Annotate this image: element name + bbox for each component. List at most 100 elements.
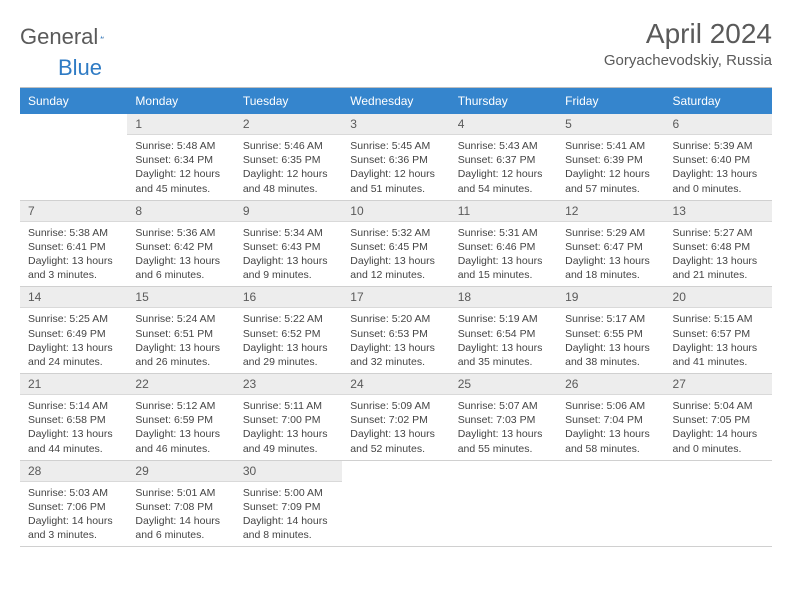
day-number: 6 <box>665 114 772 135</box>
day-number: 15 <box>127 287 234 308</box>
logo-sail-icon <box>100 27 104 47</box>
day-number: 11 <box>450 201 557 222</box>
day-detail: Sunrise: 5:43 AMSunset: 6:37 PMDaylight:… <box>450 135 557 200</box>
calendar-day: 14Sunrise: 5:25 AMSunset: 6:49 PMDayligh… <box>20 287 127 374</box>
day-detail: Sunrise: 5:01 AMSunset: 7:08 PMDaylight:… <box>127 482 234 547</box>
calendar-day: 16Sunrise: 5:22 AMSunset: 6:52 PMDayligh… <box>235 287 342 374</box>
calendar-week: 7Sunrise: 5:38 AMSunset: 6:41 PMDaylight… <box>20 200 772 287</box>
location: Goryachevodskiy, Russia <box>604 52 772 69</box>
calendar-week: 14Sunrise: 5:25 AMSunset: 6:49 PMDayligh… <box>20 287 772 374</box>
calendar-day: 23Sunrise: 5:11 AMSunset: 7:00 PMDayligh… <box>235 374 342 461</box>
calendar-day: 30Sunrise: 5:00 AMSunset: 7:09 PMDayligh… <box>235 460 342 547</box>
day-header-row: Sunday Monday Tuesday Wednesday Thursday… <box>20 88 772 115</box>
day-detail: Sunrise: 5:29 AMSunset: 6:47 PMDaylight:… <box>557 222 664 287</box>
day-header: Tuesday <box>235 88 342 115</box>
day-detail: Sunrise: 5:34 AMSunset: 6:43 PMDaylight:… <box>235 222 342 287</box>
day-number: 18 <box>450 287 557 308</box>
day-header: Sunday <box>20 88 127 115</box>
day-number: 23 <box>235 374 342 395</box>
calendar-day: 15Sunrise: 5:24 AMSunset: 6:51 PMDayligh… <box>127 287 234 374</box>
calendar-day: 12Sunrise: 5:29 AMSunset: 6:47 PMDayligh… <box>557 200 664 287</box>
day-header: Saturday <box>665 88 772 115</box>
day-header: Friday <box>557 88 664 115</box>
calendar-day: 25Sunrise: 5:07 AMSunset: 7:03 PMDayligh… <box>450 374 557 461</box>
day-number: 9 <box>235 201 342 222</box>
day-number: 26 <box>557 374 664 395</box>
day-detail: Sunrise: 5:31 AMSunset: 6:46 PMDaylight:… <box>450 222 557 287</box>
day-detail: Sunrise: 5:22 AMSunset: 6:52 PMDaylight:… <box>235 308 342 373</box>
day-detail: Sunrise: 5:24 AMSunset: 6:51 PMDaylight:… <box>127 308 234 373</box>
day-number: 29 <box>127 461 234 482</box>
day-number: 21 <box>20 374 127 395</box>
day-number: 14 <box>20 287 127 308</box>
calendar-day: 4Sunrise: 5:43 AMSunset: 6:37 PMDaylight… <box>450 114 557 200</box>
day-number: 27 <box>665 374 772 395</box>
calendar-day: 19Sunrise: 5:17 AMSunset: 6:55 PMDayligh… <box>557 287 664 374</box>
calendar-day: 5Sunrise: 5:41 AMSunset: 6:39 PMDaylight… <box>557 114 664 200</box>
day-header: Thursday <box>450 88 557 115</box>
calendar-day <box>20 114 127 200</box>
calendar-table: Sunday Monday Tuesday Wednesday Thursday… <box>20 87 772 547</box>
day-detail: Sunrise: 5:19 AMSunset: 6:54 PMDaylight:… <box>450 308 557 373</box>
calendar-day: 11Sunrise: 5:31 AMSunset: 6:46 PMDayligh… <box>450 200 557 287</box>
day-number: 10 <box>342 201 449 222</box>
day-detail: Sunrise: 5:04 AMSunset: 7:05 PMDaylight:… <box>665 395 772 460</box>
day-detail: Sunrise: 5:46 AMSunset: 6:35 PMDaylight:… <box>235 135 342 200</box>
day-detail: Sunrise: 5:45 AMSunset: 6:36 PMDaylight:… <box>342 135 449 200</box>
day-detail: Sunrise: 5:17 AMSunset: 6:55 PMDaylight:… <box>557 308 664 373</box>
logo-text-1: General <box>20 24 98 50</box>
day-detail: Sunrise: 5:41 AMSunset: 6:39 PMDaylight:… <box>557 135 664 200</box>
calendar-week: 1Sunrise: 5:48 AMSunset: 6:34 PMDaylight… <box>20 114 772 200</box>
day-number: 17 <box>342 287 449 308</box>
calendar-day: 7Sunrise: 5:38 AMSunset: 6:41 PMDaylight… <box>20 200 127 287</box>
day-number: 2 <box>235 114 342 135</box>
day-header: Monday <box>127 88 234 115</box>
day-detail: Sunrise: 5:11 AMSunset: 7:00 PMDaylight:… <box>235 395 342 460</box>
calendar-day: 18Sunrise: 5:19 AMSunset: 6:54 PMDayligh… <box>450 287 557 374</box>
calendar-day: 6Sunrise: 5:39 AMSunset: 6:40 PMDaylight… <box>665 114 772 200</box>
calendar-day: 29Sunrise: 5:01 AMSunset: 7:08 PMDayligh… <box>127 460 234 547</box>
day-number: 22 <box>127 374 234 395</box>
title-block: April 2024 Goryachevodskiy, Russia <box>604 18 772 69</box>
day-detail: Sunrise: 5:12 AMSunset: 6:59 PMDaylight:… <box>127 395 234 460</box>
day-number: 19 <box>557 287 664 308</box>
logo: General <box>20 24 124 50</box>
calendar-day <box>342 460 449 547</box>
day-detail: Sunrise: 5:25 AMSunset: 6:49 PMDaylight:… <box>20 308 127 373</box>
day-detail: Sunrise: 5:27 AMSunset: 6:48 PMDaylight:… <box>665 222 772 287</box>
calendar-day <box>450 460 557 547</box>
calendar-day: 2Sunrise: 5:46 AMSunset: 6:35 PMDaylight… <box>235 114 342 200</box>
day-number: 8 <box>127 201 234 222</box>
month-title: April 2024 <box>604 18 772 50</box>
day-detail: Sunrise: 5:00 AMSunset: 7:09 PMDaylight:… <box>235 482 342 547</box>
calendar-day <box>665 460 772 547</box>
day-number: 25 <box>450 374 557 395</box>
day-detail: Sunrise: 5:03 AMSunset: 7:06 PMDaylight:… <box>20 482 127 547</box>
day-number: 1 <box>127 114 234 135</box>
day-detail: Sunrise: 5:38 AMSunset: 6:41 PMDaylight:… <box>20 222 127 287</box>
day-number: 28 <box>20 461 127 482</box>
day-detail: Sunrise: 5:06 AMSunset: 7:04 PMDaylight:… <box>557 395 664 460</box>
day-detail: Sunrise: 5:32 AMSunset: 6:45 PMDaylight:… <box>342 222 449 287</box>
logo-text-2: Blue <box>58 55 102 81</box>
calendar-day: 9Sunrise: 5:34 AMSunset: 6:43 PMDaylight… <box>235 200 342 287</box>
day-number: 5 <box>557 114 664 135</box>
day-number: 20 <box>665 287 772 308</box>
day-number: 3 <box>342 114 449 135</box>
day-number: 16 <box>235 287 342 308</box>
day-detail: Sunrise: 5:15 AMSunset: 6:57 PMDaylight:… <box>665 308 772 373</box>
calendar-day: 28Sunrise: 5:03 AMSunset: 7:06 PMDayligh… <box>20 460 127 547</box>
calendar-day: 10Sunrise: 5:32 AMSunset: 6:45 PMDayligh… <box>342 200 449 287</box>
day-number: 7 <box>20 201 127 222</box>
day-detail: Sunrise: 5:14 AMSunset: 6:58 PMDaylight:… <box>20 395 127 460</box>
calendar-week: 28Sunrise: 5:03 AMSunset: 7:06 PMDayligh… <box>20 460 772 547</box>
calendar-day: 3Sunrise: 5:45 AMSunset: 6:36 PMDaylight… <box>342 114 449 200</box>
day-detail: Sunrise: 5:39 AMSunset: 6:40 PMDaylight:… <box>665 135 772 200</box>
day-detail: Sunrise: 5:20 AMSunset: 6:53 PMDaylight:… <box>342 308 449 373</box>
calendar-day <box>557 460 664 547</box>
day-number: 12 <box>557 201 664 222</box>
calendar-day: 27Sunrise: 5:04 AMSunset: 7:05 PMDayligh… <box>665 374 772 461</box>
day-detail: Sunrise: 5:09 AMSunset: 7:02 PMDaylight:… <box>342 395 449 460</box>
day-number: 30 <box>235 461 342 482</box>
day-number: 4 <box>450 114 557 135</box>
